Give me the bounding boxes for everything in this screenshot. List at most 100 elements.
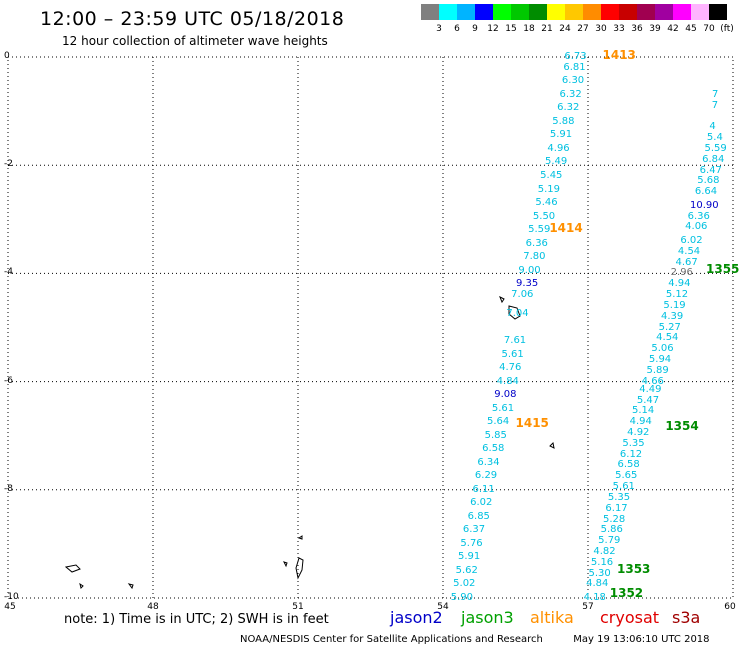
wave-height-value: 5.28 bbox=[603, 513, 626, 525]
wave-height-value: 4.82 bbox=[593, 546, 616, 557]
timestamp-text: May 19 13:06:10 UTC 2018 bbox=[573, 634, 710, 645]
scale-label: 24 bbox=[559, 24, 571, 34]
wave-height-value: 5.06 bbox=[651, 343, 674, 355]
map-frame bbox=[7, 56, 734, 599]
lon-tick-label: 45 bbox=[4, 602, 16, 612]
wave-height-value: 7.04 bbox=[506, 307, 529, 319]
scale-swatch bbox=[493, 4, 511, 20]
wave-height-value: 5.35 bbox=[622, 437, 645, 449]
scale-swatch bbox=[457, 4, 475, 20]
scale-swatch bbox=[619, 4, 637, 20]
wave-height-value: 7.06 bbox=[511, 289, 534, 301]
scale-label: 15 bbox=[505, 24, 517, 34]
wave-height-value: 5.16 bbox=[590, 556, 614, 568]
wave-height-value: 4.67 bbox=[675, 256, 698, 268]
wave-height-value: 9.35 bbox=[516, 278, 539, 290]
wave-height-value: 6.73 bbox=[564, 51, 587, 62]
wave-height-value: 6.36 bbox=[687, 210, 710, 222]
wave-height-value: 4.54 bbox=[656, 332, 679, 344]
lon-tick-label: 54 bbox=[437, 602, 449, 612]
pass-number-label: 1352 bbox=[609, 586, 644, 601]
wave-height-value: 4.49 bbox=[639, 383, 662, 395]
footer-note: note: 1) Time is in UTC; 2) SWH is in fe… bbox=[64, 612, 329, 627]
lon-tick-label: 60 bbox=[724, 602, 736, 612]
wave-height-value: 5.14 bbox=[632, 405, 655, 417]
wave-height-value: 4.66 bbox=[641, 375, 664, 387]
wave-height-value: 5.86 bbox=[600, 524, 623, 536]
scale-swatch bbox=[475, 4, 493, 20]
scale-swatch bbox=[691, 4, 709, 20]
wave-height-value: 6.37 bbox=[462, 524, 486, 536]
wave-height-value: 5.45 bbox=[540, 170, 563, 182]
wave-height-value: 6.81 bbox=[563, 61, 586, 73]
mission-name-s3a: s3a bbox=[672, 608, 701, 627]
wave-height-value: 6.47 bbox=[699, 164, 722, 176]
scale-label: 3 bbox=[436, 24, 442, 34]
wave-height-value: 5.47 bbox=[636, 394, 660, 406]
scale-swatch bbox=[421, 4, 439, 20]
wave-height-value: 7 bbox=[711, 99, 719, 111]
scale-swatch bbox=[709, 4, 727, 20]
wave-height-value: 6.36 bbox=[525, 237, 548, 249]
lat-tick-label: -2 bbox=[4, 159, 13, 170]
wave-height-value: 9.00 bbox=[518, 264, 541, 276]
pass-number-label: 1355 bbox=[706, 261, 740, 276]
pass-number-label: 1414 bbox=[549, 221, 583, 236]
page-subtitle: 12 hour collection of altimeter wave hei… bbox=[62, 34, 328, 48]
wave-height-value: 4.94 bbox=[668, 278, 691, 290]
scale-swatch bbox=[583, 4, 601, 20]
wave-height-value: 5.90 bbox=[450, 592, 474, 603]
wave-height-value: 4.18 bbox=[583, 592, 606, 603]
wave-height-value: 5.68 bbox=[697, 175, 720, 187]
wave-height-value: 5.62 bbox=[455, 564, 478, 576]
wave-height-value: 6.34 bbox=[477, 456, 500, 468]
scale-label: 42 bbox=[667, 24, 679, 34]
wave-height-value: 5.30 bbox=[588, 567, 611, 579]
wave-height-value: 2.96 bbox=[670, 267, 693, 279]
wave-height-value: 6.32 bbox=[557, 102, 580, 114]
island-outline bbox=[499, 295, 505, 304]
wave-height-value: 7.61 bbox=[503, 335, 527, 347]
scale-swatch bbox=[529, 4, 547, 20]
scale-label: 45 bbox=[685, 24, 697, 34]
wave-height-value: 4.84 bbox=[496, 375, 519, 387]
wave-height-value: 5.12 bbox=[665, 289, 689, 301]
wave-height-value: 9.08 bbox=[494, 389, 517, 401]
wave-height-value: 6.58 bbox=[482, 443, 505, 455]
scale-label: 70 bbox=[703, 24, 715, 34]
scale-label: 9 bbox=[472, 24, 478, 34]
wave-height-value: 5.61 bbox=[612, 481, 635, 493]
scale-swatch bbox=[637, 4, 655, 20]
wave-height-value: 4 bbox=[709, 121, 716, 133]
wave-height-value: 5.19 bbox=[663, 299, 686, 311]
wave-height-value: 4.84 bbox=[586, 578, 609, 590]
scale-label: 18 bbox=[523, 24, 535, 34]
wave-height-value: 5.19 bbox=[537, 183, 561, 195]
wave-height-value: 5.4 bbox=[706, 132, 723, 144]
mission-name-jason3: jason3 bbox=[461, 608, 514, 627]
wave-height-value: 6.17 bbox=[605, 502, 628, 514]
island-outline bbox=[549, 441, 555, 449]
mission-name-altika: altika bbox=[530, 608, 574, 627]
scale-label: 36 bbox=[631, 24, 643, 34]
island-outline bbox=[127, 583, 134, 590]
wave-height-value: 5.59 bbox=[704, 142, 727, 154]
wave-height-value: 5.85 bbox=[484, 429, 507, 441]
wave-height-value: 5.65 bbox=[615, 470, 638, 482]
wave-height-value: 5.49 bbox=[545, 156, 568, 168]
page-title: 12:00 – 23:59 UTC 05/18/2018 bbox=[40, 8, 345, 30]
scale-swatch bbox=[673, 4, 691, 20]
wave-height-value: 4.54 bbox=[677, 245, 701, 257]
pass-number-label: 1415 bbox=[515, 415, 549, 430]
scale-swatch bbox=[565, 4, 583, 20]
wave-height-value: 5.02 bbox=[453, 578, 476, 590]
wave-height-value: 4.94 bbox=[629, 416, 652, 428]
wave-height-value: 5.91 bbox=[458, 551, 481, 563]
scale-label: (ft) bbox=[720, 24, 734, 34]
wave-height-value: 5.88 bbox=[552, 115, 575, 127]
lat-tick-label: -8 bbox=[4, 483, 13, 494]
lon-tick-label: 51 bbox=[292, 602, 304, 612]
wave-height-value: 5.89 bbox=[646, 364, 669, 376]
mission-name-cryosat: cryosat bbox=[600, 608, 660, 627]
